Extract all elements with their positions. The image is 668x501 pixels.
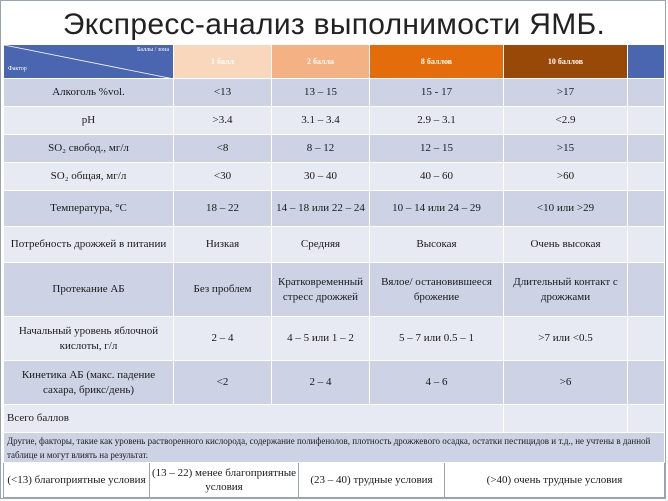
legend-item-favorable: (<13) благоприятные условия <box>5 463 150 497</box>
total-label: Всего баллов <box>3 404 504 433</box>
table-cell: 8 – 12 <box>271 134 370 163</box>
table-cell: >3.4 <box>173 106 272 135</box>
table-cell <box>627 134 665 163</box>
table-cell: 40 – 60 <box>369 162 504 191</box>
row-label: SO₂ общая, мг/л <box>3 162 174 191</box>
row-label: Начальный уровень яблочной кислоты, г/л <box>3 316 174 361</box>
table-row: Температура, °C 18 – 22 14 – 18 или 22 –… <box>3 190 665 227</box>
row-label: SO₂ свобод., мг/л <box>3 134 174 163</box>
table-row: Потребность дрожжей в питании Низкая Сре… <box>3 226 665 263</box>
table-cell: 2 – 4 <box>271 360 370 405</box>
table-cell: 30 – 40 <box>271 162 370 191</box>
table-cell: 2 – 4 <box>173 316 272 361</box>
row-label: Температура, °C <box>3 190 174 227</box>
table-cell <box>627 360 665 405</box>
legend-item-difficult: (23 – 40) трудные условия <box>299 463 445 497</box>
table-cell: Вялое/ остановившееся брожение <box>369 262 504 317</box>
table-cell: Без проблем <box>173 262 272 317</box>
header-col-1: 1 балл <box>173 44 272 79</box>
row-label: Кинетика АБ (макс. падение сахара, брикс… <box>3 360 174 405</box>
table-cell <box>627 78 665 107</box>
table-cell: 5 – 7 или 0.5 – 1 <box>369 316 504 361</box>
row-label: Алкоголь %vol. <box>3 78 174 107</box>
table-cell: 2.9 – 3.1 <box>369 106 504 135</box>
table-cell <box>627 162 665 191</box>
table-cell: 13 – 15 <box>271 78 370 107</box>
table-cell: >6 <box>503 360 628 405</box>
header-col-5 <box>627 44 665 79</box>
legend-container: (<13) благоприятные условия (13 – 22) ме… <box>3 462 665 498</box>
table-cell: Средняя <box>271 226 370 263</box>
table-cell <box>627 106 665 135</box>
note-text: Другие, факторы, такие как уровень раств… <box>3 432 665 463</box>
table-cell: Кратковременный стресс дрожжей <box>271 262 370 317</box>
table-row: SO₂ свобод., мг/л <8 8 – 12 12 – 15 >15 <box>3 134 665 163</box>
table-cell <box>627 262 665 317</box>
corner-diagonal <box>4 45 169 78</box>
table-cell: 3.1 – 3.4 <box>271 106 370 135</box>
table-cell <box>627 226 665 263</box>
table-cell: <2.9 <box>503 106 628 135</box>
table-cell: 15 - 17 <box>369 78 504 107</box>
table-cell: >15 <box>503 134 628 163</box>
table-cell: Очень высокая <box>503 226 628 263</box>
table-row: Начальный уровень яблочной кислоты, г/л … <box>3 316 665 361</box>
note-row: Другие, факторы, такие как уровень раств… <box>3 432 665 463</box>
table-cell: Высокая <box>369 226 504 263</box>
table-cell: <13 <box>173 78 272 107</box>
ymb-analysis-table: Баллы / зона Фактор 1 балл 2 балла 8 бал… <box>3 44 665 498</box>
row-label: Протекание АБ <box>3 262 174 317</box>
total-row: Всего баллов <box>3 404 665 433</box>
table-cell: <30 <box>173 162 272 191</box>
table-cell: <10 или >29 <box>503 190 628 227</box>
legend-item-less-favorable: (13 – 22) менее благоприятные условия <box>150 463 299 497</box>
table-cell: >7 или <0.5 <box>503 316 628 361</box>
header-corner: Баллы / зона Фактор <box>3 44 174 79</box>
total-value-cell <box>503 404 628 433</box>
table-cell: <2 <box>173 360 272 405</box>
table-cell: 4 – 5 или 1 – 2 <box>271 316 370 361</box>
table-cell: 12 – 15 <box>369 134 504 163</box>
table-row: SO₂ общая, мг/л <30 30 – 40 40 – 60 >60 <box>3 162 665 191</box>
table-row: Алкоголь %vol. <13 13 – 15 15 - 17 >17 <box>3 78 665 107</box>
table-row: Кинетика АБ (макс. падение сахара, брикс… <box>3 360 665 405</box>
table-cell: <8 <box>173 134 272 163</box>
row-label: pH <box>3 106 174 135</box>
slide-title: Экспресс-анализ выполнимости ЯМБ. <box>62 8 606 41</box>
table-row: pH >3.4 3.1 – 3.4 2.9 – 3.1 <2.9 <box>3 106 665 135</box>
table-cell: 18 – 22 <box>173 190 272 227</box>
corner-bottom-label: Фактор <box>8 66 27 72</box>
header-col-3: 8 баллов <box>369 44 504 79</box>
table-cell: 14 – 18 или 22 – 24 <box>271 190 370 227</box>
row-label: Потребность дрожжей в питании <box>3 226 174 263</box>
corner-top-label: Баллы / зона <box>136 47 169 53</box>
table-cell: 4 – 6 <box>369 360 504 405</box>
table-cell <box>627 316 665 361</box>
table-cell <box>627 404 665 433</box>
table-cell: >60 <box>503 162 628 191</box>
header-row: Баллы / зона Фактор 1 балл 2 балла 8 бал… <box>3 44 665 79</box>
header-col-4: 10 баллов <box>503 44 628 79</box>
table-cell: Низкая <box>173 226 272 263</box>
table-cell: >17 <box>503 78 628 107</box>
legend-item-very-difficult: (>40) очень трудные условия <box>486 474 623 486</box>
header-col-2: 2 балла <box>271 44 370 79</box>
legend-row: (<13) благоприятные условия (13 – 22) ме… <box>3 462 665 498</box>
table-cell <box>627 190 665 227</box>
table-cell: 10 – 14 или 24 – 29 <box>369 190 504 227</box>
table-cell: Длительный контакт с дрожжами <box>503 262 628 317</box>
table-row: Протекание АБ Без проблем Кратковременны… <box>3 262 665 317</box>
